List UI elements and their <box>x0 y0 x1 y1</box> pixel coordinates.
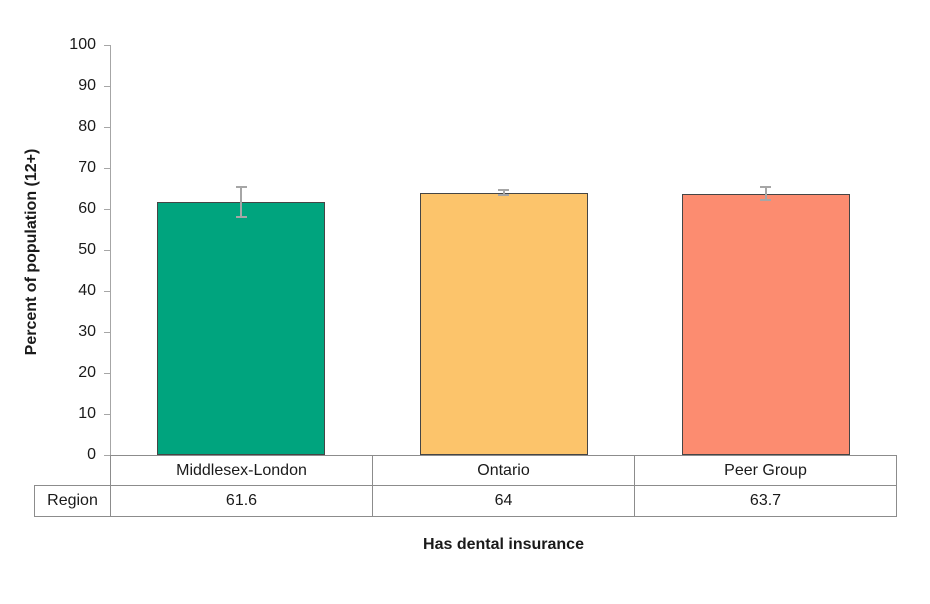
error-bar-stem <box>502 189 505 196</box>
y-tick-label: 50 <box>78 241 96 258</box>
y-axis-line <box>110 45 111 456</box>
y-tick-label: 70 <box>78 159 96 176</box>
y-tick-mark <box>104 454 110 456</box>
category-header-row: Middlesex-London Ontario Peer Group <box>110 455 897 486</box>
category-label-ontario: Ontario <box>373 456 635 485</box>
y-tick-label: 40 <box>78 282 96 299</box>
error-bar-ontario <box>498 189 509 196</box>
y-tick-label: 30 <box>78 323 96 340</box>
table-value-middlesex-london: 61.6 <box>111 486 373 516</box>
error-bar-middlesex-london <box>235 186 247 219</box>
error-bar-stem <box>764 186 767 202</box>
y-tick-label: 100 <box>69 36 96 53</box>
bar-middlesex-london <box>157 202 326 455</box>
x-axis-title: Has dental insurance <box>423 536 584 553</box>
error-bar-cap <box>760 199 772 202</box>
data-table-row: Region 61.6 64 63.7 <box>34 485 897 517</box>
table-row-label: Region <box>35 486 111 516</box>
y-tick-label: 80 <box>78 118 96 135</box>
y-tick-mark <box>104 167 110 169</box>
bar-peer-group <box>681 193 850 455</box>
category-label-middlesex-london: Middlesex-London <box>111 456 373 485</box>
error-bar-stem <box>240 186 243 219</box>
y-tick-mark <box>104 372 110 374</box>
y-tick-mark <box>104 85 110 87</box>
y-tick-label: 20 <box>78 364 96 381</box>
error-bar-cap <box>498 193 509 196</box>
y-tick-label: 0 <box>87 446 96 463</box>
y-tick-mark <box>104 126 110 128</box>
y-tick-mark <box>104 331 110 333</box>
category-label-peer-group: Peer Group <box>724 461 807 479</box>
y-tick-mark <box>104 290 110 292</box>
table-value-peer-group: 63.7 <box>749 492 782 509</box>
y-tick-label: 90 <box>78 77 96 94</box>
error-bar-cap <box>235 216 247 219</box>
y-tick-mark <box>104 413 110 415</box>
y-tick-mark <box>104 44 110 46</box>
y-tick-mark <box>104 208 110 210</box>
y-tick-label: 10 <box>78 405 96 422</box>
y-tick-mark <box>104 249 110 251</box>
table-value-ontario: 64 <box>373 486 635 516</box>
y-tick-label: 60 <box>78 200 96 217</box>
error-bar-peer-group <box>760 186 772 202</box>
bar-ontario <box>419 192 588 455</box>
plot-area <box>110 45 897 455</box>
